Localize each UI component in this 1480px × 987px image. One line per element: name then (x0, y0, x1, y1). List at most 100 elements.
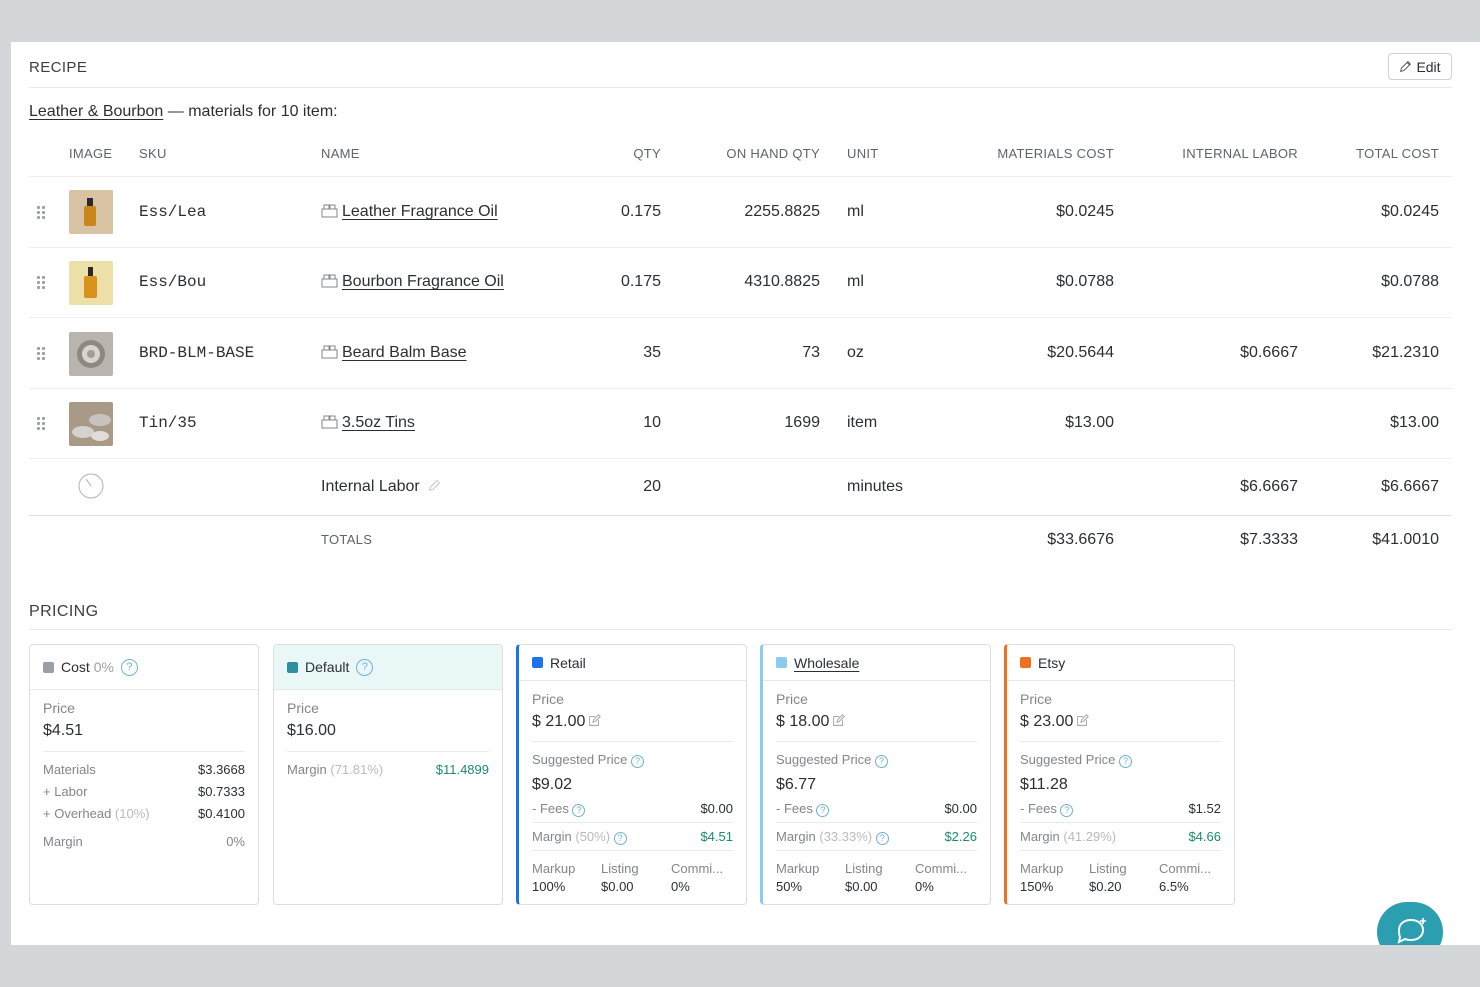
sku-cell: Ess/Bou (139, 273, 207, 291)
drag-handle-icon[interactable] (37, 206, 47, 220)
material-name-link[interactable]: Leather Fragrance Oil (321, 203, 498, 221)
cost-card[interactable]: Cost 0% ? Price $4.51 Materials $3.3668 +… (29, 644, 259, 905)
help-icon[interactable]: ? (1060, 803, 1074, 817)
col-image: IMAGE (69, 146, 113, 161)
divider (532, 850, 733, 851)
unit-cell: ml (847, 203, 864, 220)
internal-labor-cell: $0.6667 (1240, 344, 1298, 361)
divider (29, 87, 1452, 88)
price-value[interactable]: $ 21.00 (532, 713, 602, 731)
swatch-icon (43, 661, 54, 673)
divider (29, 317, 1452, 318)
fees-row: - Fees ? $0.00 (532, 801, 733, 817)
item-thumbnail (69, 402, 113, 446)
help-icon[interactable]: ? (1119, 754, 1133, 768)
product-link[interactable]: Leather & Bourbon (29, 103, 164, 120)
qty-cell: 35 (643, 344, 661, 361)
fees-row: - Fees ? $0.00 (776, 801, 977, 817)
qty-cell: 0.175 (620, 273, 661, 290)
divider (776, 822, 977, 823)
help-icon[interactable]: ? (120, 658, 138, 676)
recipe-pricing-panel: RECIPE Edit Leather & Bourbon — material… (11, 42, 1480, 945)
unit-cell: oz (847, 344, 864, 361)
sku-cell: BRD-BLM-BASE (139, 344, 255, 362)
listing-field: Listing $0.20 (1089, 861, 1127, 894)
divider (29, 388, 1452, 389)
help-icon[interactable]: ? (875, 754, 889, 768)
box-icon (321, 345, 338, 359)
unit-cell: item (847, 414, 878, 431)
totals-label: TOTALS (321, 532, 373, 547)
box-icon (321, 415, 338, 429)
help-icon[interactable]: ? (631, 754, 645, 768)
item-thumbnail (69, 261, 113, 305)
drag-handle-icon[interactable] (37, 417, 47, 431)
materials-cost-cell: $0.0245 (1056, 203, 1114, 220)
listing-field: Listing $0.00 (601, 861, 639, 894)
drag-handle-icon[interactable] (37, 347, 47, 361)
divider (287, 751, 489, 752)
divider (532, 822, 733, 823)
recipe-subtitle: Leather & Bourbon — materials for 10 ite… (29, 103, 338, 121)
help-icon[interactable]: ? (875, 831, 889, 845)
pencil-icon[interactable] (428, 479, 441, 492)
edit-price-icon[interactable] (588, 714, 602, 727)
col-internal-labor: INTERNAL LABOR (1182, 146, 1298, 161)
timer-icon (78, 473, 104, 499)
divider (1020, 741, 1221, 742)
labor-qty: 20 (643, 478, 661, 495)
swatch-icon (776, 657, 787, 668)
suggested-label: Suggested Price ? (776, 752, 889, 768)
totals-total-cost: $41.0010 (1372, 531, 1439, 548)
on-hand-cell: 4310.8825 (744, 273, 820, 290)
material-name-link[interactable]: Bourbon Fragrance Oil (321, 273, 504, 291)
chat-button[interactable] (1377, 902, 1443, 945)
col-total-cost: TOTAL COST (1356, 146, 1439, 161)
markup-field: Markup 150% (1020, 861, 1064, 894)
labor-total-cost: $6.6667 (1381, 478, 1439, 495)
help-icon[interactable]: ? (613, 831, 627, 845)
wholesale-card[interactable]: Wholesale Price $ 18.00 Suggested Price … (760, 644, 991, 905)
commission-field: Commi... 6.5% (1159, 861, 1211, 894)
price-label: Price (776, 691, 808, 707)
price-value[interactable]: $ 18.00 (776, 713, 846, 731)
margin-row: Margin (41.29%) $4.66 (1020, 829, 1221, 844)
edit-button[interactable]: Edit (1388, 53, 1452, 80)
material-name-link[interactable]: Beard Balm Base (321, 344, 467, 362)
col-materials-cost: MATERIALS COST (997, 146, 1114, 161)
item-thumbnail (69, 190, 113, 234)
card-header: Retail (519, 645, 746, 681)
price-value: $4.51 (43, 722, 84, 739)
price-value[interactable]: $ 23.00 (1020, 713, 1090, 731)
edit-price-icon[interactable] (832, 714, 846, 727)
labor-row: + Labor $0.7333 (43, 784, 245, 799)
qty-cell: 10 (643, 414, 661, 431)
subtitle-suffix: — materials for 10 item: (163, 103, 338, 120)
retail-card[interactable]: Retail Price $ 21.00 Suggested Price ? $… (516, 644, 747, 905)
qty-cell: 0.175 (620, 203, 661, 220)
margin-row: Margin (71.81%) $11.4899 (287, 762, 489, 777)
card-header: Cost 0% ? (30, 645, 258, 690)
help-icon[interactable]: ? (816, 803, 830, 817)
swatch-icon (532, 657, 543, 668)
sku-cell: Ess/Lea (139, 203, 207, 221)
edit-price-icon[interactable] (1076, 714, 1090, 727)
box-icon (321, 204, 338, 218)
divider (29, 515, 1452, 516)
divider (1020, 822, 1221, 823)
material-name-link[interactable]: 3.5oz Tins (321, 414, 415, 432)
price-label: Price (43, 700, 75, 716)
recipe-section-title: RECIPE (29, 59, 88, 76)
col-qty: QTY (633, 146, 661, 161)
divider (776, 850, 977, 851)
help-icon[interactable]: ? (572, 803, 586, 817)
totals-internal-labor: $7.3333 (1240, 531, 1298, 548)
materials-row: Materials $3.3668 (43, 762, 245, 777)
total-cost-cell: $21.2310 (1372, 344, 1439, 361)
suggested-label: Suggested Price ? (532, 752, 645, 768)
drag-handle-icon[interactable] (37, 276, 47, 290)
etsy-card[interactable]: Etsy Price $ 23.00 Suggested Price ? $11… (1004, 644, 1235, 905)
divider (29, 629, 1452, 630)
default-card[interactable]: Default ? Price $16.00 Margin (71.81%) $1… (273, 644, 503, 905)
help-icon[interactable]: ? (356, 658, 374, 676)
